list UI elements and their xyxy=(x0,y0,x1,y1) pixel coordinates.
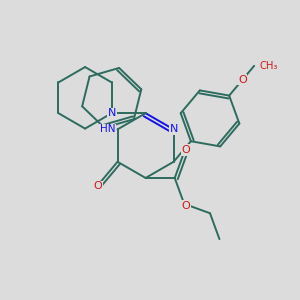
Text: O: O xyxy=(181,201,190,211)
Text: O: O xyxy=(181,145,190,155)
Text: O: O xyxy=(238,75,247,85)
Text: N: N xyxy=(169,124,178,134)
Text: HN: HN xyxy=(100,124,115,134)
Text: CH₃: CH₃ xyxy=(260,61,278,71)
Text: O: O xyxy=(93,182,102,191)
Text: N: N xyxy=(107,108,116,118)
